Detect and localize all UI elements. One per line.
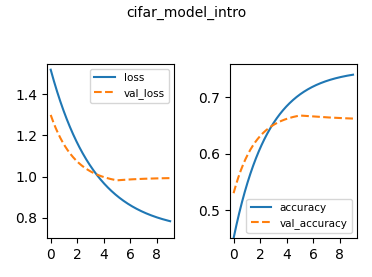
accuracy — [232, 235, 236, 238]
loss — [168, 220, 172, 223]
val_accuracy — [298, 114, 302, 117]
loss — [48, 68, 53, 71]
Line: val_accuracy: val_accuracy — [234, 116, 353, 193]
accuracy — [304, 88, 309, 92]
Line: loss: loss — [51, 70, 170, 221]
Legend: accuracy, val_accuracy: accuracy, val_accuracy — [246, 199, 352, 233]
val_accuracy — [303, 114, 307, 117]
val_accuracy — [302, 114, 307, 117]
Line: val_loss: val_loss — [51, 115, 170, 180]
loss — [157, 216, 161, 220]
loss — [119, 198, 124, 201]
Text: cifar_model_intro: cifar_model_intro — [126, 6, 246, 20]
val_loss — [157, 177, 161, 180]
val_loss — [48, 113, 53, 117]
val_accuracy — [231, 191, 236, 195]
loss — [119, 198, 124, 201]
accuracy — [332, 77, 337, 80]
val_loss — [150, 177, 154, 180]
val_loss — [122, 178, 126, 181]
val_loss — [168, 176, 172, 180]
loss — [122, 199, 126, 203]
loss — [149, 214, 154, 217]
accuracy — [231, 237, 236, 240]
val_accuracy — [351, 117, 355, 120]
val_accuracy — [232, 190, 236, 193]
val_loss — [120, 178, 125, 182]
val_accuracy — [305, 114, 309, 118]
Line: accuracy: accuracy — [234, 75, 353, 238]
accuracy — [302, 89, 307, 93]
val_loss — [49, 114, 53, 118]
accuracy — [351, 73, 355, 76]
accuracy — [302, 90, 307, 93]
loss — [49, 70, 53, 73]
Legend: loss, val_loss: loss, val_loss — [90, 69, 169, 103]
val_loss — [115, 179, 119, 182]
accuracy — [340, 75, 344, 78]
val_loss — [119, 178, 124, 182]
val_accuracy — [340, 116, 344, 120]
val_accuracy — [333, 116, 337, 119]
